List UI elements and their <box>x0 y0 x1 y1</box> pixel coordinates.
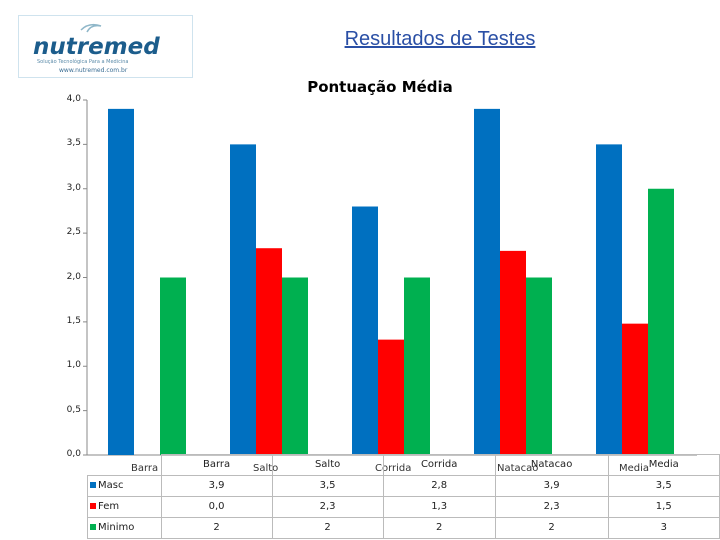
data-table: Barra Salto Corrida Natacao Media Masc 3,9 3,5 2… <box>87 454 720 539</box>
table-header-cell: Natacao <box>494 454 609 476</box>
table-row: Fem 0,0 2,3 1,3 2,3 1,5 <box>87 495 720 518</box>
bar-minimo-media <box>648 188 674 455</box>
table-series-label: Minimo <box>87 516 162 539</box>
logo-url: www.nutremed.com.br <box>59 67 128 74</box>
legend-swatch <box>90 482 96 488</box>
bar-masc-corrida <box>352 206 378 455</box>
bar-fem-media <box>622 323 648 455</box>
bar-fem-natacao <box>500 250 526 455</box>
bar-masc-salto <box>230 144 256 455</box>
table-value-cell: 2 <box>271 516 384 539</box>
table-corner <box>87 454 162 476</box>
logo-brand: nutremed <box>33 34 160 60</box>
table-value-cell: 3,9 <box>160 474 273 497</box>
table-value-cell: 2,8 <box>382 474 496 497</box>
bar-minimo-salto <box>282 277 308 455</box>
table-value-cell: 3,9 <box>494 474 609 497</box>
nutremed-logo: nutremed Solução Tecnológica Para a Medi… <box>18 15 193 78</box>
table-header-cell: Salto <box>271 454 384 476</box>
table-value-cell: 2,3 <box>494 495 609 518</box>
bar-masc-natacao <box>474 108 500 455</box>
legend-swatch <box>90 503 96 509</box>
table-value-cell: 3 <box>607 516 720 539</box>
legend-swatch <box>90 524 96 530</box>
table-row: Minimo 2 2 2 2 3 <box>87 516 720 539</box>
table-value-cell: 3,5 <box>271 474 384 497</box>
table-header-cell: Corrida <box>382 454 496 476</box>
bar-fem-corrida <box>378 339 404 455</box>
table-value-cell: 2 <box>160 516 273 539</box>
bar-minimo-barra <box>160 277 186 455</box>
table-series-label: Masc <box>87 474 162 497</box>
table-value-cell: 3,5 <box>607 474 720 497</box>
table-series-label: Fem <box>87 495 162 518</box>
table-header-cell: Barra <box>160 454 273 476</box>
logo-tagline: Solução Tecnológica Para a Medicina <box>37 58 128 65</box>
table-value-cell: 2 <box>494 516 609 539</box>
bar-minimo-corrida <box>404 277 430 455</box>
slide-title: Resultados de Testes <box>344 28 536 50</box>
bar-fem-salto <box>256 248 282 455</box>
series-name: Minimo <box>98 522 135 533</box>
table-value-cell: 1,5 <box>607 495 720 518</box>
table-value-cell: 2,3 <box>271 495 384 518</box>
series-name: Fem <box>98 501 120 512</box>
bar-masc-barra <box>108 108 134 455</box>
table-row: Masc 3,9 3,5 2,8 3,9 3,5 <box>87 474 720 497</box>
table-value-cell: 1,3 <box>382 495 496 518</box>
table-value-cell: 0,0 <box>160 495 273 518</box>
chart-title: Pontuação Média <box>307 78 453 96</box>
table-value-cell: 2 <box>382 516 496 539</box>
series-name: Masc <box>98 480 124 491</box>
bar-minimo-natacao <box>526 277 552 455</box>
table-header-cell: Media <box>607 454 720 476</box>
bar-masc-media <box>596 144 622 455</box>
